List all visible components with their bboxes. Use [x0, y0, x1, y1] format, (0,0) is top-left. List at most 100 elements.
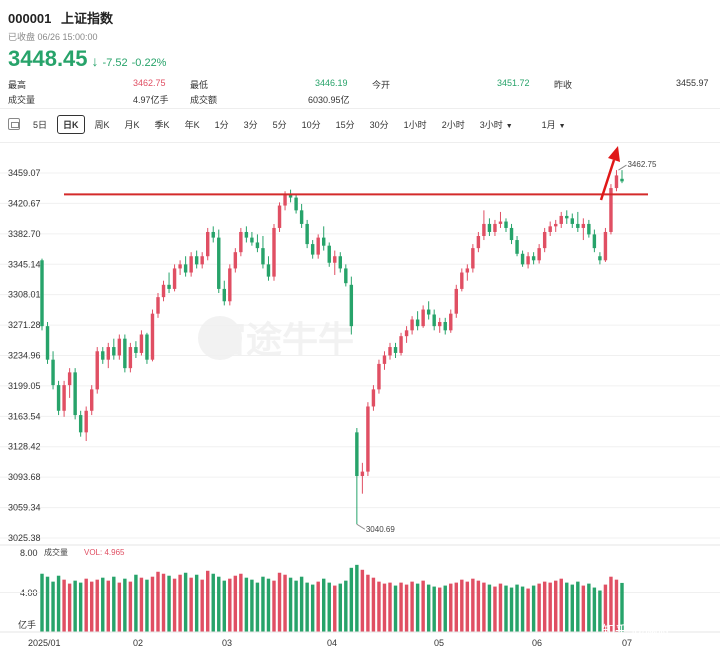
tab-monthly-k[interactable]: 月K [124, 119, 140, 130]
price-change-pct: -0.22% [131, 57, 167, 69]
price-axis: 3459.07 3420.67 3382.70 3345.14 3308.01 3271.… [8, 168, 41, 543]
candle-body [67, 372, 72, 386]
tab-3min[interactable]: 3分 [243, 119, 258, 130]
candle-body [161, 284, 166, 298]
candle-body [73, 372, 77, 416]
candle-body [283, 194, 287, 206]
candle-body [504, 221, 508, 228]
candle-body [316, 237, 320, 255]
volume-bar [338, 583, 342, 632]
candle-body [189, 256, 193, 273]
tab-1min[interactable]: 1分 [214, 119, 229, 130]
candle-body [277, 205, 282, 228]
volume-bar [150, 576, 155, 632]
candle-body [150, 313, 155, 360]
stat-label-turnover: 成交额 [190, 95, 218, 105]
volume-bar [244, 577, 249, 632]
tab-quarterly-k[interactable]: 季K [154, 119, 170, 130]
candle-body [542, 231, 547, 249]
candle-body [366, 406, 370, 472]
volume-bar [443, 585, 447, 632]
candle-body [426, 309, 431, 315]
time-tick-label: 04 [327, 638, 337, 648]
volume-bar [90, 581, 94, 632]
candle-body [206, 231, 210, 257]
chevron-down-icon: ▼ [558, 122, 566, 130]
stat-value-prev-close: 3455.97 [676, 78, 709, 88]
candle-body [421, 309, 425, 327]
tab-15min[interactable]: 15分 [335, 119, 355, 130]
volume-bar [526, 588, 530, 632]
price-change: -7.52 [102, 57, 128, 69]
low-label: 3040.69 [366, 525, 395, 534]
candle-body [432, 314, 436, 327]
range-dropdown[interactable]: 1月 ▼ [537, 116, 571, 133]
candle-body [222, 288, 226, 302]
tab-3h-dropdown[interactable]: 3小时 ▼ [475, 116, 518, 133]
tab-5min[interactable]: 5分 [272, 119, 287, 130]
tab-weekly-k[interactable]: 周K [94, 119, 110, 130]
high-annotation: 3462.75 [618, 160, 657, 171]
tab-5d[interactable]: 5日 [33, 119, 48, 130]
volume-bar [388, 582, 392, 632]
trend-arrow-icon [599, 146, 620, 201]
volume-bars [0, 564, 720, 633]
tab-2h[interactable]: 2小时 [441, 119, 465, 130]
volume-bar [333, 585, 337, 632]
volume-bar [587, 583, 591, 632]
volume-bar [222, 580, 226, 632]
time-tick-label: 05 [434, 638, 444, 648]
candle-body [509, 227, 514, 241]
volume-bar [145, 579, 149, 632]
candle-body [333, 256, 337, 263]
candle-body [112, 347, 116, 356]
candle-body [415, 319, 420, 327]
candle-body [515, 240, 519, 254]
volume-bar [40, 573, 44, 632]
candle-body [51, 359, 55, 386]
volume-bar [609, 576, 613, 632]
volume-value: VOL: 4.965 [84, 548, 125, 557]
volume-bar [515, 584, 519, 632]
price-tick-label: 3382.70 [8, 229, 41, 239]
stat-value-open: 3451.72 [497, 78, 530, 88]
candle-body [178, 264, 182, 269]
volume-bar [106, 580, 110, 632]
volume-bar [554, 580, 558, 632]
volume-bar [327, 582, 331, 632]
volume-bar [117, 582, 122, 632]
period-toolbar: 5日 日K 周K 月K 季K 年K 1分 3分 5分 10分 15分 30分 1… [8, 114, 576, 134]
candle-body [476, 236, 481, 249]
volume-bar [404, 584, 409, 632]
volume-bar [598, 590, 602, 632]
volume-bar [322, 578, 326, 632]
volume-bar [487, 584, 492, 632]
candle-body [128, 347, 133, 369]
low-annotation: 3040.69 [356, 523, 395, 534]
volume-bar [233, 575, 238, 632]
candle-body [587, 223, 591, 235]
candle-body [410, 319, 414, 331]
tab-1h[interactable]: 1小时 [403, 119, 427, 130]
candle-body [382, 355, 387, 364]
volume-bar [84, 578, 88, 632]
tab-daily-k[interactable]: 日K [57, 114, 85, 134]
tab-yearly-k[interactable]: 年K [184, 119, 200, 130]
volume-bar [421, 580, 425, 632]
candle-body [570, 218, 574, 224]
candle-body [393, 347, 398, 353]
candle-body [371, 389, 376, 407]
volume-bar [349, 567, 354, 632]
time-tick-label: 07 [622, 638, 632, 648]
layout-toggle-icon[interactable] [8, 118, 20, 130]
vol-axis-label-max: 8.00 [20, 548, 38, 558]
candle-body [255, 242, 260, 249]
tab-30min[interactable]: 30分 [369, 119, 389, 130]
volume-bar [603, 584, 608, 632]
vol-axis-unit: 亿手 [18, 619, 36, 630]
candle-body [454, 288, 458, 314]
stat-value-low: 3446.19 [315, 78, 348, 88]
index-code: 000001 [8, 11, 52, 26]
tab-10min[interactable]: 10分 [301, 119, 321, 130]
